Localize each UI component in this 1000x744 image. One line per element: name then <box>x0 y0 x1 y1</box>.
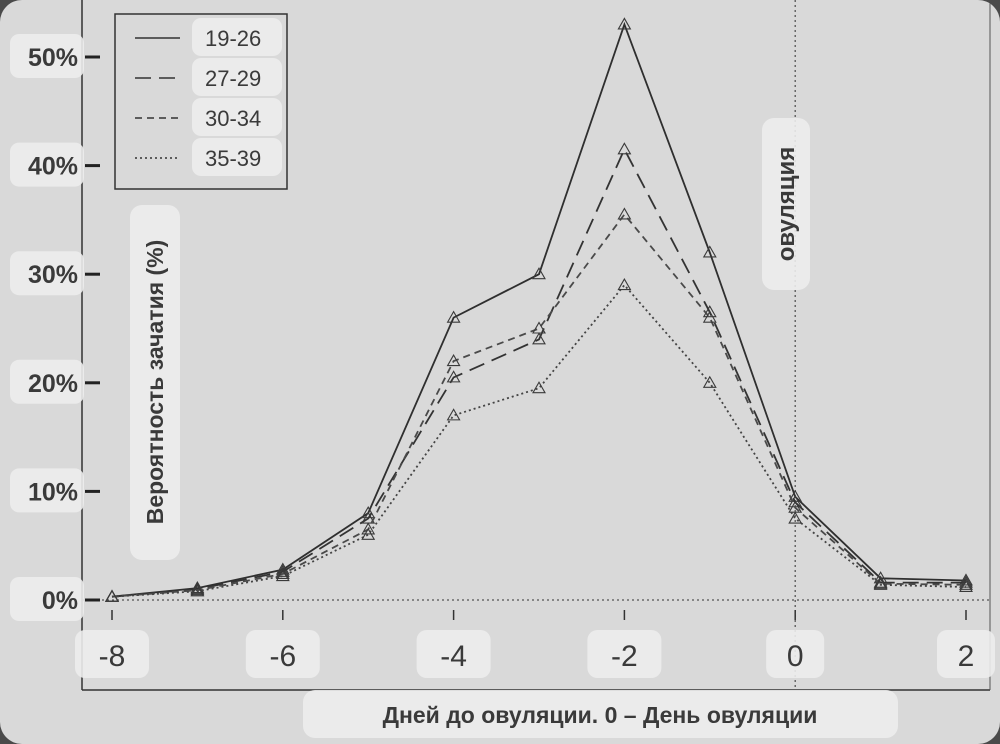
data-point-35-39 <box>873 577 888 590</box>
ovulation-label-bg <box>762 118 810 290</box>
x-tick-label-bg <box>75 630 149 678</box>
data-point-30-34 <box>532 321 546 334</box>
y-tick-label-bg <box>10 468 84 513</box>
series-line-30-34 <box>111 213 967 598</box>
x-tick-label: 2 <box>958 640 975 673</box>
y-tick-label-bg <box>10 142 84 187</box>
data-point-30-34 <box>446 353 461 367</box>
x-tick-label-bg <box>587 630 662 678</box>
data-point-27-29 <box>275 564 290 577</box>
data-point-19-26 <box>959 573 973 586</box>
x-axis-title-bg <box>303 690 898 738</box>
legend-label-35-39: 35-39 <box>205 146 261 171</box>
data-point-30-34 <box>361 522 376 535</box>
data-point-30-34 <box>702 310 717 323</box>
data-point-35-39 <box>532 381 546 394</box>
x-tick-label: -8 <box>99 640 126 673</box>
y-tick-label-bg <box>10 34 84 78</box>
data-point-35-39 <box>105 589 119 602</box>
data-point-35-39 <box>446 408 461 421</box>
series-line-27-29 <box>111 147 966 598</box>
data-point-35-39 <box>788 511 803 524</box>
data-point-35-39 <box>275 568 290 582</box>
data-point-35-39 <box>617 277 632 291</box>
y-tick-label-bg <box>10 577 84 621</box>
data-point-35-39 <box>190 584 205 597</box>
legend-box <box>114 13 288 190</box>
data-point-30-34 <box>275 566 290 579</box>
data-point-30-34 <box>617 207 632 220</box>
legend-label-bg <box>192 98 282 136</box>
data-point-19-26 <box>702 245 717 258</box>
data-point-35-39 <box>361 527 376 540</box>
x-tick-label: -2 <box>611 640 638 673</box>
y-tick-label: 30% <box>28 261 78 289</box>
legend-label-30-34: 30-34 <box>205 106 261 131</box>
data-point-27-29 <box>617 142 632 155</box>
legend-label-19-26: 19-26 <box>205 26 261 51</box>
data-point-35-39 <box>959 579 973 593</box>
y-tick-label: 40% <box>28 153 78 181</box>
series-line-35-39 <box>111 283 967 598</box>
data-point-27-29 <box>702 305 717 318</box>
data-point-27-29 <box>532 332 546 345</box>
ovulation-label: овуляция <box>773 147 800 262</box>
legend-label-bg <box>192 138 282 176</box>
x-tick-label-bg <box>245 630 320 678</box>
data-point-27-29 <box>446 370 461 383</box>
x-tick-label-bg <box>766 630 825 678</box>
x-tick-label: -6 <box>269 640 296 673</box>
y-axis-title: Вероятность зачатия (%) <box>142 240 168 525</box>
y-tick-label-bg <box>10 359 84 404</box>
x-tick-label-bg <box>937 630 995 678</box>
legend-label-bg <box>192 18 282 56</box>
legend-label-27-29: 27-29 <box>205 66 261 91</box>
y-tick-label-bg <box>10 251 84 296</box>
data-point-27-29 <box>959 575 973 588</box>
data-point-19-26 <box>532 267 546 280</box>
y-tick-label: 50% <box>28 44 78 72</box>
x-tick-label: 0 <box>787 640 804 673</box>
data-point-19-26 <box>617 17 632 30</box>
data-point-19-26 <box>446 310 461 323</box>
series-line-19-26 <box>111 21 967 598</box>
x-axis-title: Дней до овуляции. 0 – День овуляции <box>383 702 818 728</box>
x-tick-label-bg <box>416 630 491 678</box>
y-tick-label: 10% <box>28 478 78 506</box>
y-axis-title-bg <box>130 205 180 560</box>
data-point-30-34 <box>959 577 973 590</box>
y-tick-label: 0% <box>42 587 78 615</box>
legend-label-bg <box>192 58 282 96</box>
x-tick-label: -4 <box>440 640 467 673</box>
data-point-35-39 <box>702 375 717 388</box>
y-tick-label: 20% <box>28 370 78 398</box>
